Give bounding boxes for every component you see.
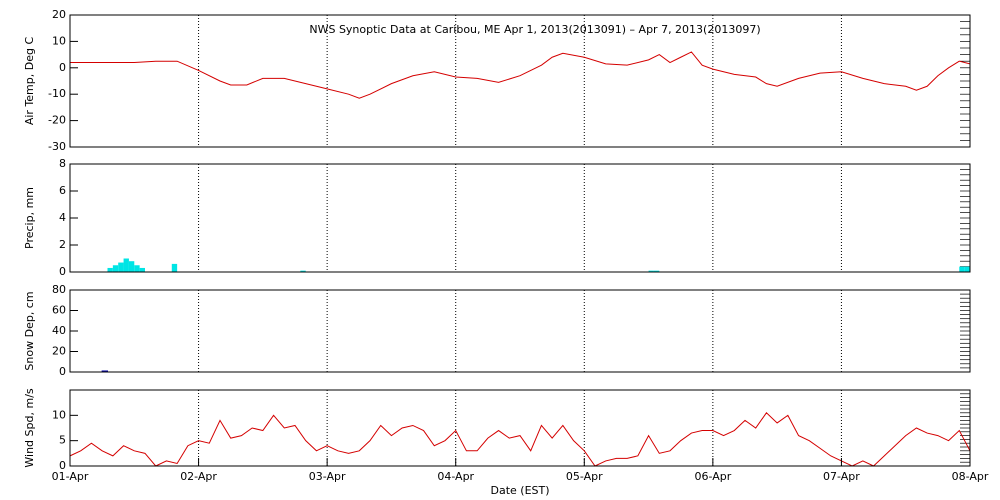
bar [964, 266, 970, 272]
x-tick-label: 02-Apr [180, 470, 217, 483]
y-tick-label: -10 [48, 87, 66, 100]
plot-frame [69, 14, 971, 148]
bar [653, 270, 660, 272]
y-tick-label: 80 [52, 283, 66, 296]
bar [118, 262, 124, 272]
y-tick-label: -30 [48, 140, 66, 153]
bar [959, 266, 965, 272]
line-series [70, 51, 971, 99]
x-tick-label: 04-Apr [437, 470, 474, 483]
y-axis-label: Wind Spd, m/s [23, 388, 36, 468]
y-axis-label: Precip, mm [23, 187, 36, 249]
bar [107, 267, 113, 272]
y-tick-label: 0 [59, 265, 66, 278]
plot-frame [69, 389, 971, 467]
chart-title: NWS Synoptic Data at Caribou, ME Apr 1, … [309, 23, 760, 36]
x-tick-label: 07-Apr [823, 470, 860, 483]
y-tick-label: 5 [59, 434, 66, 447]
y-tick-label: 20 [52, 345, 66, 358]
y-tick-label: 20 [52, 8, 66, 21]
y-tick-label: 6 [59, 184, 66, 197]
y-tick-label: 0 [59, 365, 66, 378]
line-series [69, 412, 971, 467]
bar [112, 265, 119, 272]
y-tick-label: -20 [48, 114, 66, 127]
y-tick-label: 8 [59, 157, 66, 170]
y-tick-label: 2 [59, 238, 66, 251]
bar [648, 270, 654, 272]
y-tick-label: 40 [52, 324, 66, 337]
bar [300, 270, 306, 272]
y-tick-label: 10 [52, 408, 66, 421]
y-axis-label: Air Temp, Deg C [23, 37, 36, 126]
y-tick-label: 60 [52, 304, 66, 317]
y-tick-label: 0 [59, 459, 66, 472]
x-tick-label: 05-Apr [566, 470, 603, 483]
x-tick-label: 06-Apr [694, 470, 731, 483]
y-tick-label: 10 [52, 34, 66, 47]
y-tick-label: 4 [59, 211, 66, 224]
y-tick-label: 0 [59, 61, 66, 74]
plot-frame [69, 289, 971, 373]
x-tick-label: 08-Apr [952, 470, 989, 483]
plot-frame [69, 163, 971, 273]
bar [139, 267, 145, 272]
x-axis-label: Date (EST) [490, 484, 549, 497]
bar [123, 258, 129, 272]
bar [171, 263, 178, 272]
x-tick-label: 03-Apr [309, 470, 346, 483]
bar [134, 265, 140, 272]
y-axis-label: Snow Dep, cm [23, 291, 36, 370]
x-tick-label: 01-Apr [52, 470, 89, 483]
bar [128, 261, 135, 272]
